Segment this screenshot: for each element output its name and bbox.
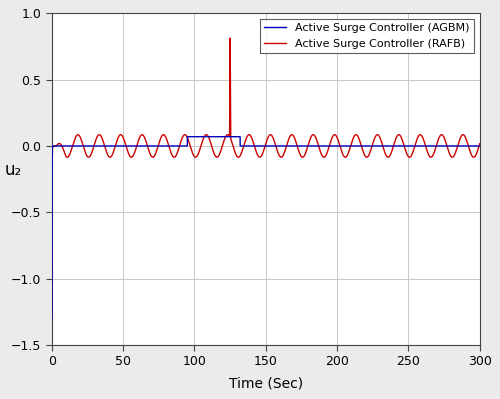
- Active Surge Controller (AGBM): [96, 144, 102, 148]
- Active Surge Controller (AGBM): [476, 144, 482, 148]
- Active Surge Controller (RAFB): [142, 138, 148, 143]
- Active Surge Controller (AGBM): [275, 144, 281, 148]
- Active Surge Controller (RAFB): [62, 153, 68, 158]
- Active Surge Controller (RAFB): [420, 135, 426, 140]
- Active Surge Controller (AGBM): [152, 144, 158, 148]
- Active Surge Controller (AGBM): [142, 144, 148, 148]
- Line: Active Surge Controller (AGBM): Active Surge Controller (AGBM): [52, 137, 480, 318]
- Line: Active Surge Controller (RAFB): Active Surge Controller (RAFB): [52, 38, 480, 318]
- Active Surge Controller (AGBM): [184, 134, 190, 139]
- X-axis label: Time (Sec): Time (Sec): [228, 377, 303, 391]
- Active Surge Controller (AGBM): [49, 316, 55, 321]
- Active Surge Controller (RAFB): [476, 141, 482, 146]
- Y-axis label: u₂: u₂: [4, 161, 22, 179]
- Legend: Active Surge Controller (AGBM), Active Surge Controller (RAFB): Active Surge Controller (AGBM), Active S…: [260, 19, 474, 53]
- Active Surge Controller (RAFB): [275, 151, 281, 156]
- Active Surge Controller (RAFB): [152, 153, 158, 158]
- Active Surge Controller (AGBM): [420, 144, 426, 148]
- Active Surge Controller (AGBM): [62, 144, 68, 148]
- Active Surge Controller (RAFB): [49, 316, 55, 321]
- Active Surge Controller (RAFB): [227, 36, 233, 40]
- Active Surge Controller (RAFB): [96, 132, 102, 137]
